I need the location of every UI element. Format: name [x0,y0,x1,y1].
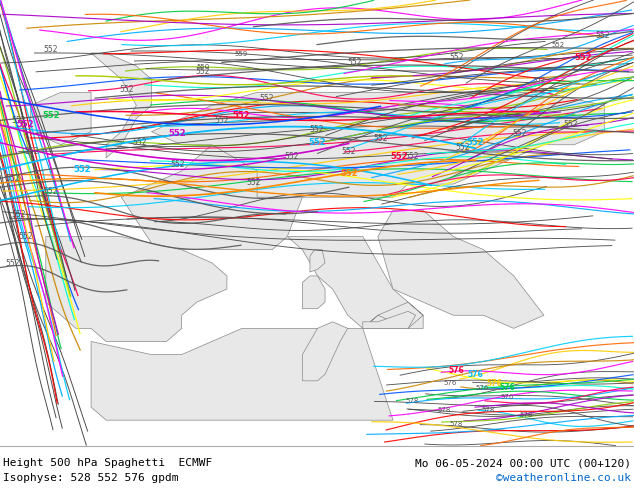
Text: Height 500 hPa Spaghetti  ECMWF: Height 500 hPa Spaghetti ECMWF [3,458,212,468]
Text: 578: 578 [437,407,451,413]
Text: 576: 576 [475,385,489,391]
Text: 552: 552 [12,116,26,125]
Text: 552: 552 [308,138,326,147]
Text: 552: 552 [6,174,20,183]
Text: 552: 552 [340,170,358,178]
Text: 576: 576 [468,370,483,379]
Text: 552: 552 [215,116,229,125]
Text: 576: 576 [500,384,515,392]
Text: 578: 578 [481,407,495,413]
Text: 552: 552 [16,121,34,129]
Text: 552: 552 [171,161,184,170]
Text: 552: 552 [467,138,484,147]
Text: 550: 550 [197,64,209,70]
Text: 552: 552 [310,125,324,134]
Text: 552: 552 [25,147,39,156]
Text: 552: 552 [552,42,564,48]
Text: 552: 552 [18,232,32,241]
Text: 552: 552 [533,77,545,83]
Text: 552: 552 [513,129,527,138]
Text: 552: 552 [12,210,26,219]
Text: 552: 552 [450,53,463,62]
Text: 578: 578 [450,420,463,427]
Text: 552: 552 [574,53,592,62]
Text: 552: 552 [120,85,134,94]
Text: 552: 552 [74,165,91,174]
Text: 552: 552 [391,151,408,161]
Text: 552: 552 [259,94,273,102]
Text: 552: 552 [232,111,250,121]
Text: 552: 552 [564,121,578,129]
Text: 552: 552 [44,187,58,196]
Text: 552: 552 [373,134,387,143]
Text: ©weatheronline.co.uk: ©weatheronline.co.uk [496,473,631,483]
Text: 552: 552 [196,67,210,76]
Text: 578: 578 [519,412,533,417]
Text: 552: 552 [595,31,609,40]
Text: 576: 576 [487,379,502,388]
Text: 552: 552 [133,138,146,147]
Text: 576: 576 [443,380,457,387]
Text: 552: 552 [42,111,60,121]
Text: 578: 578 [405,398,419,404]
Text: 552: 552 [285,151,299,161]
Text: Isophyse: 528 552 576 gpdm: Isophyse: 528 552 576 gpdm [3,473,179,483]
Text: 552: 552 [169,129,186,138]
Text: 552: 552 [44,45,58,53]
Text: 576: 576 [449,366,464,374]
Text: Mo 06-05-2024 00:00 UTC (00+120): Mo 06-05-2024 00:00 UTC (00+120) [415,458,631,468]
Text: 576: 576 [500,394,514,400]
Text: 552: 552 [6,259,20,268]
Text: 552: 552 [247,178,261,187]
Text: 559: 559 [235,50,247,56]
Text: 552: 552 [342,147,356,156]
Text: 552: 552 [456,143,470,151]
Text: 552: 552 [348,58,362,67]
Text: 552: 552 [405,151,419,161]
